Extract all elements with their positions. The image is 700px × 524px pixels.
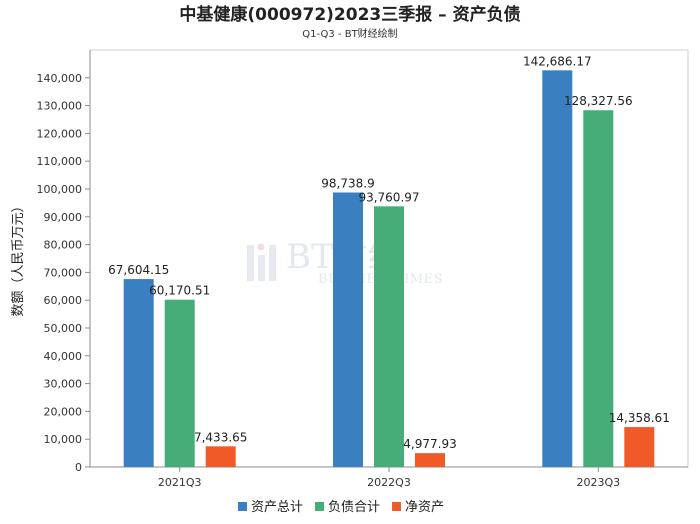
legend-label: 负债合计 bbox=[328, 500, 380, 515]
y-axis-label: 数额（人民币万元） bbox=[11, 199, 26, 316]
y-tick-label: 130,000 bbox=[37, 100, 83, 113]
data-label: 7,433.65 bbox=[194, 430, 247, 444]
bar bbox=[583, 110, 614, 467]
y-tick-label: 140,000 bbox=[37, 72, 83, 85]
y-tick-label: 120,000 bbox=[37, 127, 83, 140]
legend: 资产总计 负债合计 净资产 bbox=[238, 500, 444, 515]
data-label: 93,760.97 bbox=[358, 190, 419, 204]
y-tick-label: 50,000 bbox=[44, 322, 83, 335]
data-label: 128,327.56 bbox=[564, 94, 633, 108]
watermark-logo-icon bbox=[247, 243, 276, 281]
y-tick-label: 80,000 bbox=[44, 239, 83, 252]
y-tick-label: 0 bbox=[75, 461, 82, 474]
bar bbox=[624, 427, 655, 467]
legend-swatch bbox=[315, 502, 325, 511]
bar bbox=[333, 192, 363, 467]
y-tick-label: 70,000 bbox=[44, 266, 83, 279]
y-tick-label: 110,000 bbox=[37, 155, 83, 168]
data-label: 14,358.61 bbox=[609, 411, 670, 425]
y-tick-label: 20,000 bbox=[44, 405, 83, 418]
plot-area: 0 10,000 20,000 30,000 40,000 50,000 60,000 70,… bbox=[37, 49, 689, 489]
data-label: 67,604.15 bbox=[108, 263, 169, 277]
y-tick-label: 90,000 bbox=[44, 211, 83, 224]
y-tick-label: 30,000 bbox=[44, 378, 83, 391]
y-tick-label: 10,000 bbox=[44, 433, 83, 446]
legend-label: 资产总计 bbox=[251, 500, 303, 515]
data-label: 4,977.93 bbox=[403, 437, 456, 451]
x-tick-label: 2022Q3 bbox=[367, 476, 411, 489]
legend-swatch bbox=[238, 502, 247, 511]
y-tick-label: 60,000 bbox=[44, 294, 83, 307]
bar bbox=[205, 446, 236, 467]
bar bbox=[123, 279, 154, 467]
chart-title: 中基健康(000972)2023三季报 – 资产负债 bbox=[179, 4, 520, 25]
data-label: 98,738.9 bbox=[321, 177, 374, 191]
y-tick-label: 100,000 bbox=[37, 183, 83, 196]
chart-subtitle: Q1-Q3 - BT财经绘制 bbox=[302, 27, 397, 40]
legend-swatch bbox=[392, 502, 402, 511]
x-tick-label: 2021Q3 bbox=[158, 476, 202, 489]
data-label: 142,686.17 bbox=[523, 54, 592, 68]
bar bbox=[164, 299, 195, 467]
legend-label: 净资产 bbox=[405, 500, 444, 515]
x-tick-label: 2023Q3 bbox=[576, 476, 620, 489]
bar bbox=[374, 206, 404, 468]
bar bbox=[415, 453, 445, 467]
bar bbox=[542, 70, 573, 467]
y-tick-label: 40,000 bbox=[44, 350, 83, 363]
data-label: 60,170.51 bbox=[149, 284, 210, 298]
